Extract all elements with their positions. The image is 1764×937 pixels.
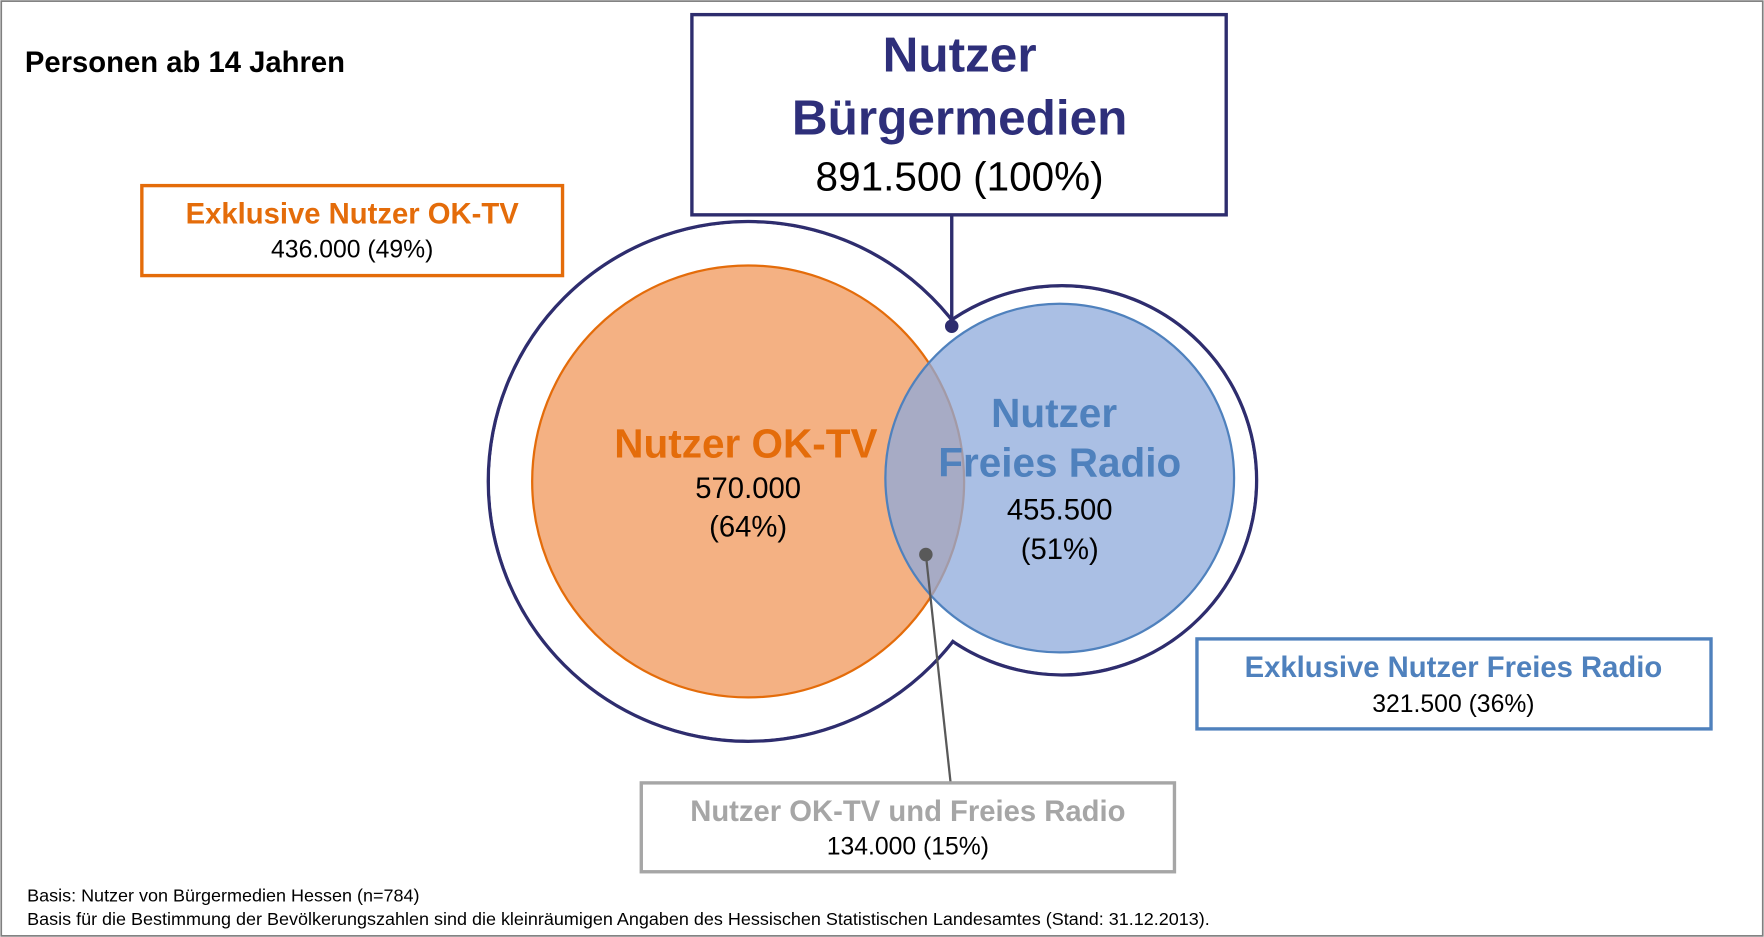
footnote: Basis: Nutzer von Bürgermedien Hessen (n… — [27, 885, 419, 905]
radio-share: (51%) — [1021, 534, 1099, 566]
radio-label: Nutzer — [991, 390, 1117, 436]
footnote: Basis für die Bestimmung der Bevölkerung… — [27, 909, 1210, 929]
total-label: Bürgermedien — [792, 91, 1127, 146]
exclusive-radio-value: 321.500 (36%) — [1372, 691, 1534, 718]
title: Personen ab 14 Jahren — [25, 47, 345, 79]
exclusive-radio-label: Exklusive Nutzer Freies Radio — [1245, 652, 1663, 684]
leader-dot — [919, 547, 933, 562]
ok-tv-label: Nutzer OK-TV — [614, 420, 877, 466]
both-value: 134.000 (15%) — [827, 834, 989, 861]
ok-tv-value: 570.000 — [695, 473, 801, 505]
both-label: Nutzer OK-TV und Freies Radio — [690, 796, 1125, 828]
exclusive-ok-tv-box — [140, 183, 565, 278]
leader-dot — [944, 319, 959, 333]
exclusive-ok-tv-label: Exklusive Nutzer OK-TV — [186, 199, 520, 231]
exclusive-ok-tv-value: 436.000 (49%) — [271, 236, 433, 263]
total-label: Nutzer — [883, 28, 1037, 83]
radio-value: 455.500 — [1007, 495, 1113, 527]
total-value: 891.500 (100%) — [816, 154, 1104, 200]
freies-radio-circle — [884, 302, 1236, 654]
radio-label: Freies Radio — [938, 439, 1181, 485]
leader-line — [924, 554, 952, 784]
both-box — [639, 781, 1177, 874]
total-box — [690, 12, 1228, 217]
ok-tv-share: (64%) — [709, 511, 787, 543]
exclusive-radio-box — [1195, 637, 1713, 731]
